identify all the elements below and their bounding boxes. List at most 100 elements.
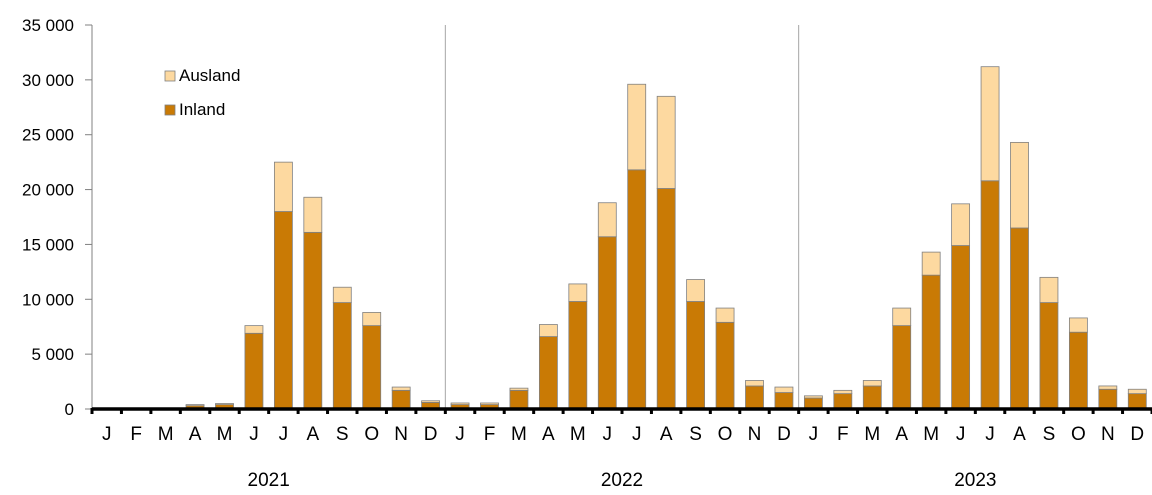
y-tick-label: 10 000 (22, 290, 74, 309)
bar-ausland (303, 196, 323, 233)
bar-ausland (892, 307, 912, 327)
month-label: J (985, 424, 995, 445)
month-label: O (1071, 424, 1086, 445)
bar-inland (715, 321, 735, 410)
bar-inland (1039, 302, 1059, 410)
bar-ausland (421, 400, 441, 403)
month-label: S (1043, 424, 1056, 445)
bar-ausland (568, 283, 588, 302)
bar-inland (538, 336, 558, 410)
bar-ausland (980, 66, 1000, 182)
y-tick-label: 35 000 (22, 16, 74, 35)
bar-ausland (362, 312, 382, 327)
year-label: 2023 (954, 470, 996, 491)
month-label: M (217, 424, 233, 445)
bar-inland (833, 393, 853, 410)
bar-ausland (538, 324, 558, 337)
bar-ausland (1098, 385, 1118, 390)
month-label: D (424, 424, 438, 445)
bar-inland (273, 211, 293, 410)
bar-inland (332, 302, 352, 410)
bar-ausland (244, 325, 264, 334)
bar-ausland (686, 279, 706, 302)
bar-ausland (656, 95, 676, 189)
bar-inland (627, 169, 647, 410)
bar-ausland (627, 83, 647, 171)
month-label: O (718, 424, 733, 445)
bar-inland (1127, 393, 1147, 410)
month-label: M (570, 424, 586, 445)
bar-inland (303, 231, 323, 410)
month-label: M (864, 424, 880, 445)
bar-inland (774, 392, 794, 410)
bar-inland (1098, 388, 1118, 410)
month-label: S (689, 424, 702, 445)
bar-ausland (862, 380, 882, 387)
bar-ausland (921, 251, 941, 276)
bar-ausland (774, 386, 794, 393)
legend-swatch (164, 104, 176, 116)
bar-ausland (450, 402, 470, 406)
bar-ausland (509, 387, 529, 391)
y-tick-label: 15 000 (22, 235, 74, 254)
bar-ausland (715, 307, 735, 323)
bar-ausland (597, 202, 617, 238)
legend-swatch (164, 70, 176, 82)
y-tick-label: 5 000 (31, 345, 74, 364)
bar-inland (980, 180, 1000, 410)
month-label: O (364, 424, 379, 445)
bar-ausland (803, 395, 823, 399)
y-tick-label: 20 000 (22, 181, 74, 200)
month-label: N (394, 424, 408, 445)
bar-inland (509, 389, 529, 410)
bar-inland (656, 188, 676, 410)
bar-ausland (332, 286, 352, 303)
month-label: J (102, 424, 112, 445)
bar-inland (1068, 331, 1088, 410)
month-label: J (455, 424, 465, 445)
month-label: D (777, 424, 791, 445)
bar-inland (1010, 227, 1029, 410)
month-label: A (895, 424, 908, 445)
bar-ausland (185, 404, 205, 407)
month-label: N (1101, 424, 1115, 445)
month-label: A (306, 424, 319, 445)
month-label: A (542, 424, 555, 445)
bar-inland (686, 301, 706, 410)
bar-ausland (1127, 388, 1147, 395)
month-label: D (1130, 424, 1144, 445)
month-label: A (660, 424, 673, 445)
bar-ausland (833, 389, 853, 395)
bar-inland (362, 325, 382, 410)
bar-inland (862, 385, 882, 410)
month-label: M (158, 424, 174, 445)
month-label: J (249, 424, 259, 445)
month-label: J (279, 424, 289, 445)
y-tick-label: 25 000 (22, 126, 74, 145)
bar-ausland (951, 203, 971, 246)
bar-inland (568, 301, 588, 410)
bar-inland (921, 274, 941, 410)
legend-label: Ausland (179, 66, 240, 85)
bar-inland (745, 385, 764, 410)
month-label: F (484, 424, 496, 445)
bar-ausland (215, 403, 234, 406)
month-label: A (1013, 424, 1026, 445)
month-label: J (603, 424, 613, 445)
month-label: A (189, 424, 202, 445)
bar-inland (951, 245, 971, 410)
bar-ausland (1039, 276, 1059, 303)
bar-ausland (391, 386, 411, 391)
month-label: J (956, 424, 966, 445)
bar-ausland (1010, 141, 1029, 229)
bar-ausland (1068, 317, 1088, 333)
month-label: N (748, 424, 762, 445)
y-tick-label: 0 (65, 400, 74, 419)
year-label: 2022 (601, 470, 643, 491)
bar-ausland (745, 380, 764, 387)
bar-inland (244, 332, 264, 410)
legend-label: Inland (179, 100, 225, 119)
bar-ausland (273, 161, 293, 212)
